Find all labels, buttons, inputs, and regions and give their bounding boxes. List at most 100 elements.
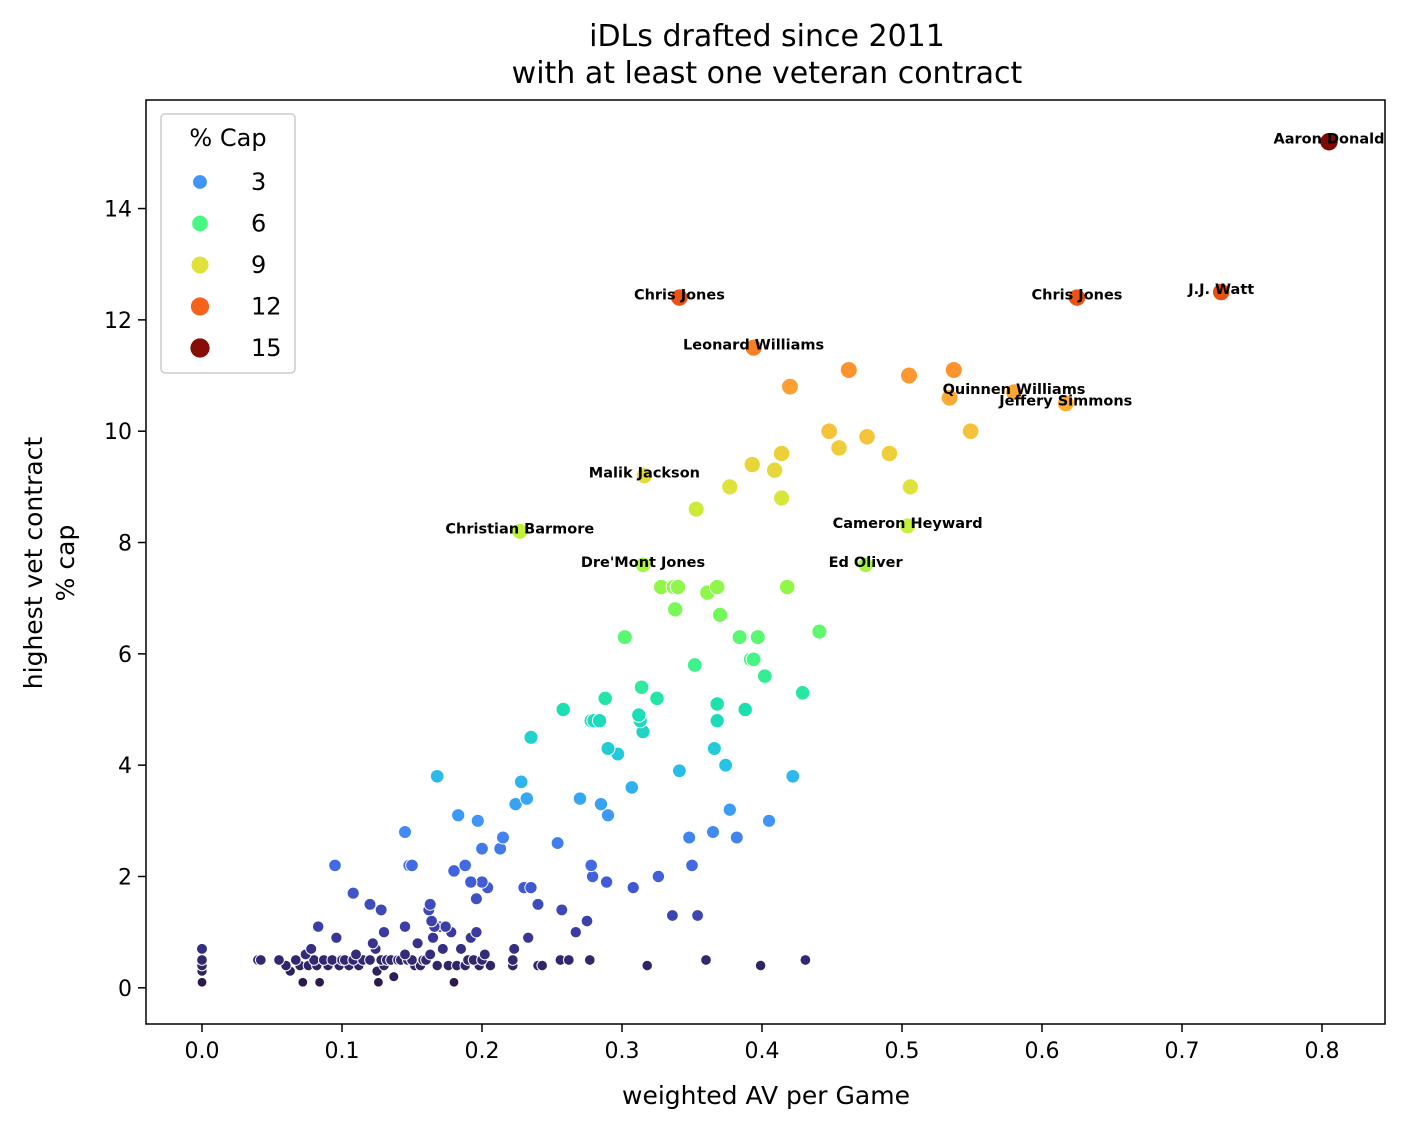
y-tick-label: 14: [104, 198, 132, 223]
data-point: [328, 858, 342, 873]
legend-marker: [193, 175, 207, 189]
data-point: [470, 925, 483, 939]
data-point: [436, 942, 449, 955]
data-point: [765, 461, 784, 479]
annotation-label: Chris Jones: [634, 288, 725, 304]
data-point: [773, 489, 791, 507]
data-point: [705, 824, 721, 839]
data-point: [196, 976, 208, 988]
annotation-label: Ed Oliver: [829, 555, 904, 571]
data-point: [531, 897, 545, 911]
data-point: [1067, 288, 1087, 307]
data-point: [944, 360, 963, 379]
annotation-label: Christian Barmore: [445, 521, 594, 537]
annotation-label: J.J. Watt: [1187, 282, 1254, 298]
data-point: [666, 909, 679, 922]
y-tick-label: 0: [118, 977, 132, 1002]
x-tick-label: 0.1: [325, 1039, 360, 1064]
legend-entries: 3 6 9 12 15: [190, 168, 282, 362]
data-point: [511, 522, 529, 540]
data-point: [706, 740, 722, 756]
data-point: [273, 954, 285, 966]
data-point: [550, 836, 565, 851]
chart-title-line-2: with at least one veteran contract: [512, 56, 1023, 91]
data-point: [364, 954, 376, 966]
data-point: [799, 954, 812, 966]
data-point: [737, 701, 753, 718]
data-point: [940, 388, 959, 407]
x-tick-label: 0.8: [1305, 1039, 1340, 1064]
annotation-label: Leonard Williams: [683, 338, 824, 354]
data-point: [519, 791, 535, 806]
data-point: [326, 954, 339, 966]
data-point: [363, 897, 377, 911]
y-tick-label: 8: [118, 532, 132, 557]
data-point: [651, 869, 666, 884]
annotation-label: Aaron Donald: [1274, 132, 1385, 148]
data-point: [708, 578, 726, 596]
data-point: [624, 780, 640, 795]
data-point: [761, 813, 777, 828]
data-point: [591, 712, 608, 729]
legend-label: 6: [251, 210, 266, 238]
data-point: [685, 858, 699, 873]
data-point: [880, 444, 899, 463]
data-point: [899, 517, 917, 535]
data-point: [523, 729, 539, 745]
data-point: [743, 455, 761, 474]
data-point: [377, 925, 391, 939]
data-point: [536, 959, 548, 972]
data-point: [593, 796, 609, 812]
data-point: [961, 422, 980, 441]
data-point: [744, 338, 763, 357]
data-point: [580, 914, 594, 928]
y-tick-label: 10: [104, 420, 132, 445]
data-point: [350, 948, 362, 961]
y-tick-label: 2: [118, 865, 132, 890]
data-point: [405, 858, 419, 873]
data-point: [470, 813, 485, 828]
data-point: [672, 763, 687, 779]
data-point: [626, 881, 640, 895]
data-point: [749, 629, 766, 646]
data-point: [555, 701, 571, 718]
x-tick-label: 0.7: [1165, 1039, 1200, 1064]
point-annotations: Aaron Donald Chris Jones Chris Jones J.J. W…: [445, 132, 1384, 571]
data-point: [785, 768, 801, 784]
data-point: [584, 858, 598, 873]
data-point: [709, 712, 725, 729]
data-point: [686, 657, 703, 673]
data-point: [366, 937, 379, 950]
data-point: [711, 606, 729, 623]
data-point: [195, 942, 209, 955]
legend-marker: [191, 256, 209, 274]
data-point: [431, 959, 443, 972]
data-point: [524, 881, 538, 895]
x-tick-label: 0.4: [745, 1039, 780, 1064]
y-axis-label-line-1: highest vet contract: [19, 437, 48, 690]
data-point: [454, 942, 468, 955]
data-point: [900, 366, 918, 385]
data-point: [439, 920, 452, 933]
data-point: [731, 629, 748, 646]
data-point: [820, 422, 839, 441]
x-tick-label: 0.6: [1025, 1039, 1060, 1064]
data-point: [811, 623, 828, 640]
chart-title-line-1: iDLs drafted since 2011: [589, 19, 945, 54]
y-tick-label: 4: [118, 754, 132, 779]
data-point: [691, 909, 704, 922]
data-point: [634, 556, 652, 574]
data-point: [423, 897, 437, 911]
legend-label: 12: [251, 293, 282, 321]
data-point: [631, 707, 647, 723]
data-point: [754, 959, 767, 972]
data-point: [451, 808, 466, 823]
legend-label: 3: [251, 168, 266, 196]
data-point: [670, 288, 689, 307]
data-point: [447, 864, 461, 878]
data-point: [569, 925, 583, 939]
legend-marker: [190, 297, 210, 316]
data-point: [311, 920, 325, 933]
legend: % Cap 3 6 9 12 15: [160, 113, 296, 374]
data-point: [464, 875, 478, 889]
